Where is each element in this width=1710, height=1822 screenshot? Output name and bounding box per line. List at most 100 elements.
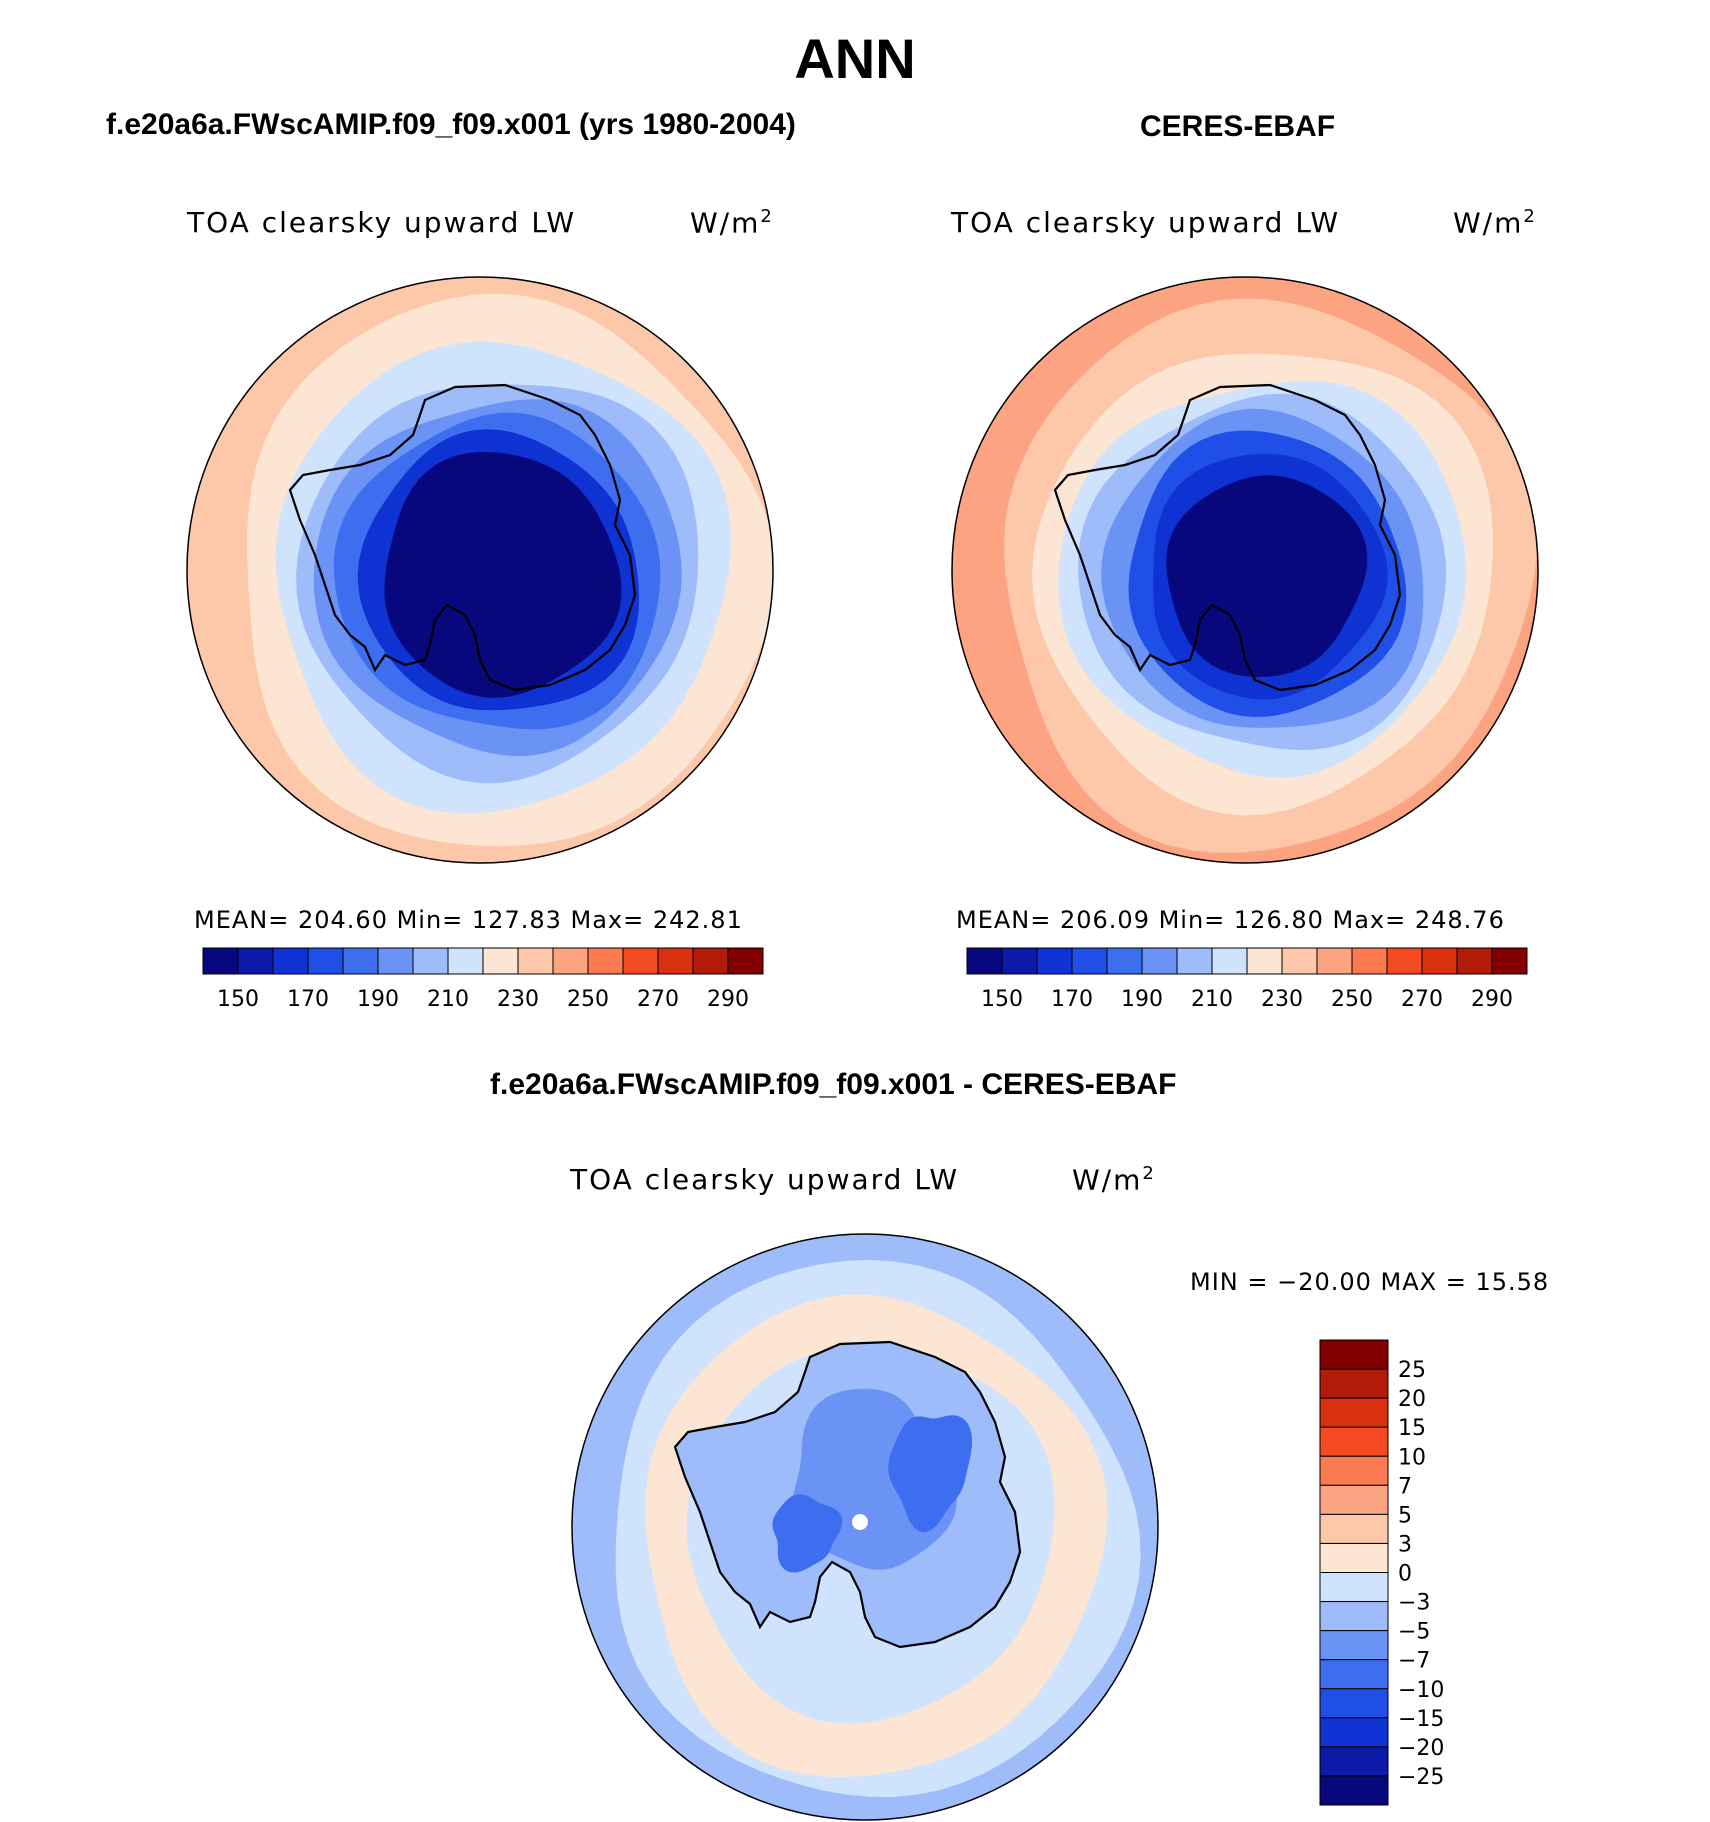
colorbar-box	[482, 947, 519, 975]
colorbar-tick-label: 210	[1191, 987, 1233, 1012]
colorbar-box	[517, 947, 554, 975]
colorbar-tick-label: 170	[287, 987, 329, 1012]
colorbar-box	[1036, 947, 1073, 975]
colorbar-box	[307, 947, 344, 975]
colorbar-box	[1319, 1659, 1389, 1690]
map-field	[187, 277, 773, 863]
colorbar-tick-label: −10	[1398, 1678, 1444, 1703]
panel1-title: f.e20a6a.FWscAMIP.f09_f09.x001 (yrs 1980…	[106, 108, 796, 141]
colorbar-box	[237, 947, 274, 975]
colorbar-box	[1176, 947, 1213, 975]
colorbar-tick-label: 7	[1398, 1474, 1412, 1499]
colorbar-box	[377, 947, 414, 975]
colorbar-box	[447, 947, 484, 975]
colorbar-box	[1319, 1601, 1389, 1632]
colorbar-box	[1319, 1513, 1389, 1544]
colorbar-tick-label: 170	[1051, 987, 1093, 1012]
colorbar-box	[202, 947, 239, 975]
panel2-colorbar: 150 170 190 210 230 250 270 290	[966, 947, 1528, 1012]
colorbar-tick-label: −25	[1398, 1765, 1444, 1790]
colorbar-box	[1351, 947, 1388, 975]
colorbar-box	[412, 947, 449, 975]
colorbar-tick-label: 270	[637, 987, 679, 1012]
colorbar-tick-label: 190	[357, 987, 399, 1012]
colorbar-tick-label: 290	[707, 987, 749, 1012]
colorbar-box	[1246, 947, 1283, 975]
colorbar-box	[1319, 1688, 1389, 1719]
panel1-polar-map	[186, 276, 774, 864]
diff-band	[772, 1494, 843, 1573]
colorbar-box	[1319, 1397, 1389, 1428]
colorbar-tick-label: 190	[1121, 987, 1163, 1012]
panel1-variable-label: TOA clearsky upward LW	[187, 206, 577, 239]
panel3-title: f.e20a6a.FWscAMIP.f09_f09.x001 - CERES-E…	[490, 1068, 1177, 1101]
colorbar-box	[1319, 1339, 1389, 1370]
colorbar-box	[1211, 947, 1248, 975]
colorbar-tick-label: 15	[1398, 1416, 1426, 1441]
colorbar-box	[1106, 947, 1143, 975]
panel3-variable-label: TOA clearsky upward LW	[570, 1163, 960, 1196]
contour-band	[1166, 475, 1368, 677]
coastline	[673, 1340, 1022, 1649]
panel3-polar-map	[571, 1233, 1159, 1821]
colorbar-tick-label: −20	[1398, 1736, 1444, 1761]
map-field	[572, 1234, 1158, 1820]
colorbar-box	[587, 947, 624, 975]
panel2-units-label: W/m2	[1453, 206, 1537, 240]
map-border	[186, 276, 774, 864]
panel1-colorbar: 150 170 190 210 230 250 270 290	[202, 947, 764, 1012]
colorbar-tick-label: 3	[1398, 1532, 1412, 1557]
colorbar-tick-label: 150	[217, 987, 259, 1012]
diff-pole-marker	[852, 1514, 868, 1530]
colorbar-tick-label: −5	[1398, 1620, 1430, 1645]
colorbar-box	[727, 947, 764, 975]
colorbar-box	[552, 947, 589, 975]
colorbar-box	[272, 947, 309, 975]
colorbar-tick-label: 25	[1398, 1358, 1426, 1383]
map-border	[951, 276, 1539, 864]
colorbar-box	[1319, 1484, 1389, 1515]
colorbar-tick-label: 0	[1398, 1562, 1412, 1587]
colorbar-tick-label: 150	[981, 987, 1023, 1012]
colorbar-box	[1456, 947, 1493, 975]
colorbar-box	[1319, 1542, 1389, 1573]
colorbar-tick-label: 270	[1401, 987, 1443, 1012]
panel2-polar-map	[951, 276, 1539, 864]
colorbar-box	[1386, 947, 1423, 975]
colorbar-tick-label: 250	[567, 987, 609, 1012]
colorbar-tick-label: −7	[1398, 1649, 1430, 1674]
colorbar-tick-label: 10	[1398, 1445, 1426, 1470]
colorbar-box	[1319, 1572, 1389, 1603]
colorbar-tick-label: 5	[1398, 1503, 1412, 1528]
colorbar-tick-label: 290	[1471, 987, 1513, 1012]
panel3-stats: MIN = −20.00 MAX = 15.58	[1190, 1268, 1550, 1296]
colorbar-box	[1281, 947, 1318, 975]
map-field	[952, 277, 1538, 863]
colorbar-box	[1319, 1775, 1389, 1806]
panel2-title: CERES-EBAF	[1140, 110, 1336, 143]
colorbar-tick-label: −15	[1398, 1707, 1444, 1732]
panel3-units-label: W/m2	[1072, 1163, 1156, 1197]
figure-title: ANN	[794, 27, 916, 90]
panel2-stats: MEAN= 206.09 Min= 126.80 Max= 248.76	[956, 906, 1505, 934]
colorbar-box	[1319, 1717, 1389, 1748]
colorbar-tick-label: −3	[1398, 1591, 1430, 1616]
colorbar-tick-label: 230	[497, 987, 539, 1012]
colorbar-box	[342, 947, 379, 975]
colorbar-box	[1319, 1455, 1389, 1486]
colorbar-box	[692, 947, 729, 975]
panel3-colorbar: 25 20 15 10 7 5 3 0 −3 −5 −7 −10 −15 −20 −25	[1319, 1339, 1444, 1806]
contour-band	[384, 452, 622, 698]
colorbar-box	[1071, 947, 1108, 975]
colorbar-tick-label: 20	[1398, 1387, 1426, 1412]
panel1-units-label: W/m2	[690, 206, 774, 240]
colorbar-box	[1001, 947, 1038, 975]
colorbar-box	[1319, 1426, 1389, 1457]
colorbar-box	[966, 947, 1003, 975]
colorbar-tick-label: 230	[1261, 987, 1303, 1012]
colorbar-box	[1421, 947, 1458, 975]
colorbar-box	[1319, 1368, 1389, 1399]
colorbar-tick-label: 210	[427, 987, 469, 1012]
colorbar-box	[1491, 947, 1528, 975]
panel2-variable-label: TOA clearsky upward LW	[951, 206, 1341, 239]
